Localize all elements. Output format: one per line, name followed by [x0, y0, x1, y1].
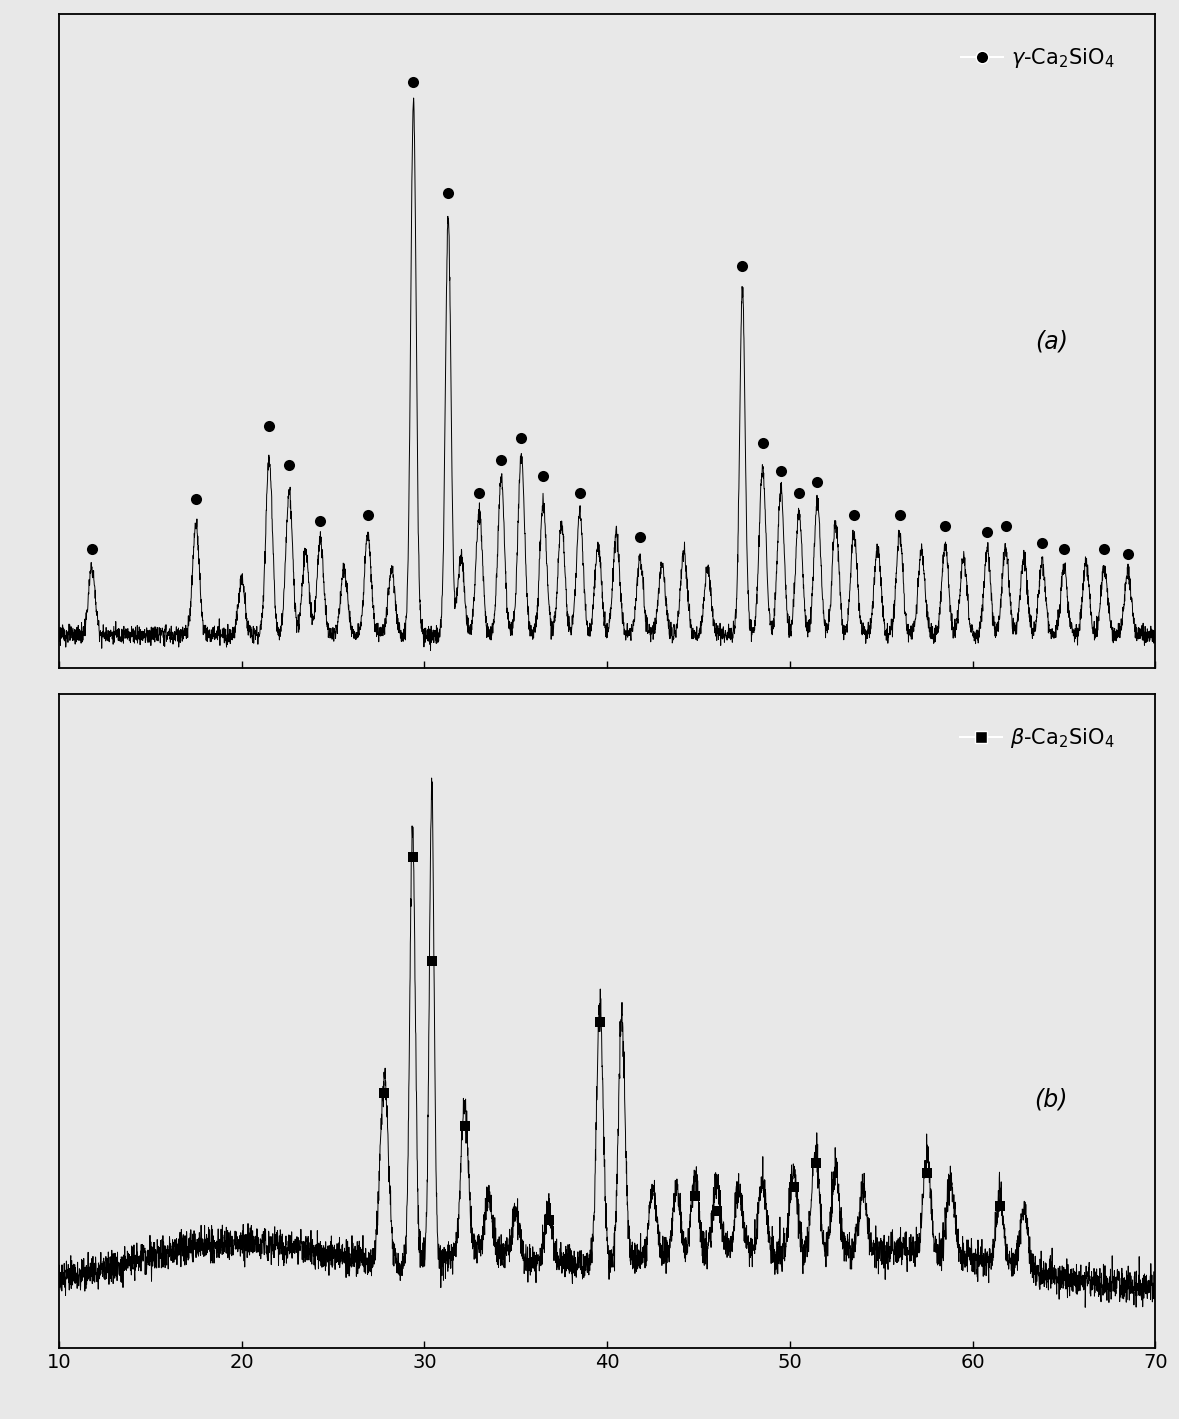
Text: (b): (b)	[1034, 1087, 1068, 1111]
Legend: $\gamma$-Ca$_2$SiO$_4$: $\gamma$-Ca$_2$SiO$_4$	[953, 38, 1124, 78]
Legend: $\beta$-Ca$_2$SiO$_4$: $\beta$-Ca$_2$SiO$_4$	[951, 718, 1124, 758]
Text: (a): (a)	[1035, 329, 1068, 353]
